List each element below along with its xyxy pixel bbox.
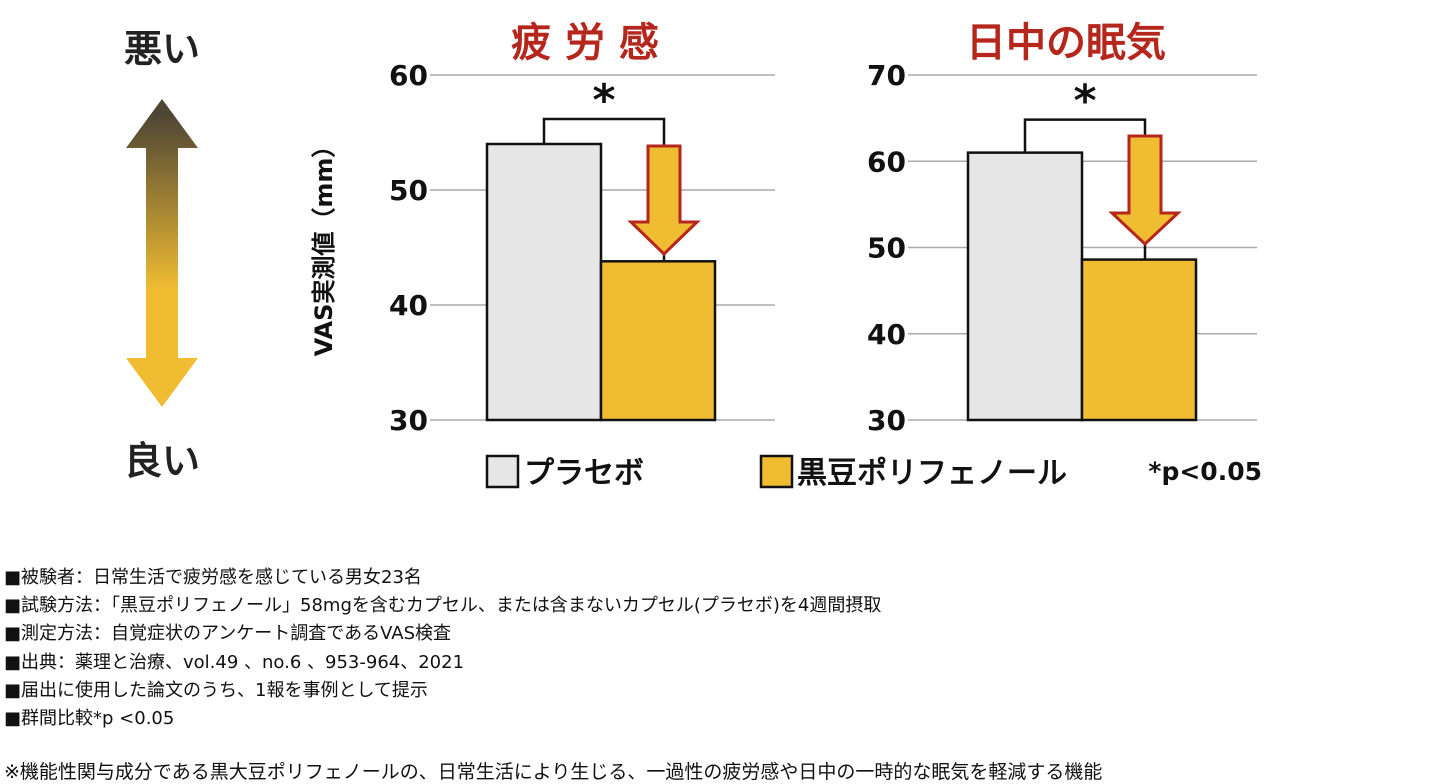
y-tick-label-sleepiness-50: 50: [867, 232, 906, 265]
legend-swatch-placebo: [485, 454, 520, 489]
legend-label-placebo: プラセボ: [524, 456, 644, 491]
significance-marker-sleepiness: *: [1073, 76, 1096, 127]
down-arrow-icon: [1108, 134, 1182, 247]
legend-swatch-black-bean-polyphenol: [759, 454, 794, 489]
study-notes: ■被験者：日常生活で疲労感を感じている男女23名 ■試験方法：「黒豆ポリフェノー…: [4, 564, 1424, 733]
chart-sleepiness: 日中の眠気 30 40 50 60 70 *: [867, 20, 1257, 437]
double-arrow-icon: [126, 99, 198, 407]
y-axis-label: VAS実測値（mm）: [310, 134, 338, 357]
scale-bottom-label: 良い: [124, 439, 200, 483]
bar-fatigue-placebo: [485, 142, 603, 422]
note-source: ■出典：薬理と治療、vol.49 、no.6 、953-964、2021: [4, 651, 465, 673]
note-comparison: ■群間比較*p <0.05: [4, 708, 175, 730]
note-measurement: ■測定方法：自覚症状のアンケート調査であるVAS検査: [4, 623, 452, 645]
chart-fatigue: 疲 労 感 30 40 50 60 *: [389, 20, 775, 437]
significance-marker-fatigue: *: [592, 75, 615, 126]
y-tick-label-fatigue-60: 60: [389, 59, 428, 92]
legend: プラセボ 黒豆ポリフェノール *p<0.05: [485, 454, 1262, 491]
legend-label-black-bean-polyphenol: 黒豆ポリフェノール: [797, 456, 1067, 491]
note-subjects: ■被験者：日常生活で疲労感を感じている男女23名: [4, 567, 422, 588]
scale-top-label: 悪い: [124, 27, 200, 71]
y-tick-label-sleepiness-60: 60: [867, 145, 906, 178]
functional-claim-footnote: ※機能性関与成分である黒大豆ポリフェノールの、日常生活により生じる、一過性の疲労…: [4, 761, 1103, 783]
bar-fatigue-black-bean-polyphenol: [599, 260, 717, 422]
y-tick-label-sleepiness-30: 30: [867, 404, 906, 437]
vas-comparison-figure: 悪い 良い VAS実測値（mm） 疲 労 感 30 40 50 60 * 日中の眠気 3…: [124, 20, 1262, 491]
y-tick-label-fatigue-50: 50: [389, 174, 428, 207]
note-method: ■試験方法：「黒豆ポリフェノール」58mgを含むカプセル、または含まないカプセル…: [4, 595, 882, 617]
chart-title-sleepiness: 日中の眠気: [966, 20, 1166, 66]
y-tick-label-fatigue-40: 40: [389, 289, 428, 322]
bar-sleepiness-placebo: [966, 151, 1084, 422]
y-tick-label-fatigue-30: 30: [389, 404, 428, 437]
scale-indicator: 悪い 良い: [124, 27, 200, 483]
bar-sleepiness-black-bean-polyphenol: [1080, 258, 1198, 422]
y-tick-label-sleepiness-70: 70: [867, 59, 906, 92]
y-tick-label-sleepiness-40: 40: [867, 318, 906, 351]
down-arrow-icon: [627, 144, 701, 257]
legend-pvalue-note: *p<0.05: [1148, 457, 1262, 486]
note-paper: ■届出に使用した論文のうち、1報を事例として提示: [4, 679, 428, 701]
chart-title-fatigue: 疲 労 感: [511, 20, 659, 66]
